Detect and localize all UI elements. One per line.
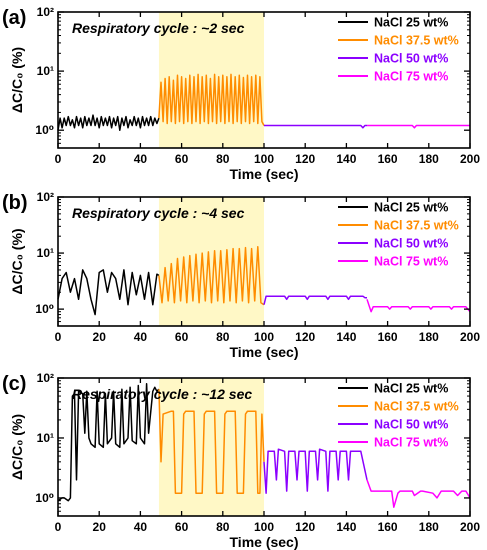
x-tick-label: 0 xyxy=(55,520,62,534)
legend-entry: NaCl 50 wt% xyxy=(374,52,448,66)
x-tick-label: 80 xyxy=(216,152,230,166)
x-tick-label: 80 xyxy=(216,330,230,344)
legend-entry: NaCl 50 wt% xyxy=(374,237,448,251)
panel-label: (a) xyxy=(2,7,26,29)
x-tick-label: 60 xyxy=(175,330,189,344)
series-line-1 xyxy=(57,269,160,316)
x-tick-label: 40 xyxy=(134,152,148,166)
highlight-region xyxy=(158,12,264,148)
x-tick-label: 80 xyxy=(216,520,230,534)
legend-entry: NaCl 75 wt% xyxy=(374,436,448,450)
legend-entry: NaCl 25 wt% xyxy=(374,16,448,30)
series-line-4 xyxy=(366,299,471,313)
x-axis-label: Time (sec) xyxy=(230,534,299,550)
x-tick-label: 180 xyxy=(419,520,439,534)
series-line-2 xyxy=(158,389,265,494)
y-tick-label: 10¹ xyxy=(37,431,54,445)
x-tick-label: 60 xyxy=(175,152,189,166)
x-tick-label: 140 xyxy=(336,520,356,534)
x-tick-label: 140 xyxy=(336,330,356,344)
x-tick-label: 100 xyxy=(254,520,274,534)
respiratory-cycle-annotation: Respiratory cycle : ~4 sec xyxy=(72,205,245,221)
series-line-4 xyxy=(366,479,471,508)
x-tick-label: 160 xyxy=(378,520,398,534)
y-tick-label: 10² xyxy=(37,190,54,204)
x-tick-label: 120 xyxy=(295,520,315,534)
y-tick-label: 10² xyxy=(37,371,54,385)
series-line-1 xyxy=(57,383,160,502)
legend-entry: NaCl 75 wt% xyxy=(374,255,448,269)
x-tick-label: 200 xyxy=(460,152,480,166)
x-tick-label: 120 xyxy=(295,152,315,166)
y-axis-label: ΔC/C₀ (%) xyxy=(9,228,25,294)
panel-label: (c) xyxy=(2,373,26,395)
legend: NaCl 25 wt% NaCl 37.5 wt% NaCl 50 wt% NaCl … xyxy=(338,382,459,450)
y-tick-label: 10⁰ xyxy=(35,302,54,316)
series-line-2 xyxy=(158,245,265,306)
x-tick-label: 120 xyxy=(295,330,315,344)
chart-panel-1: 0 20 40 60 80 100 120 140 160 180 200 10⁰ 10¹ 10² Time… xyxy=(2,5,480,182)
legend-entry: NaCl 25 wt% xyxy=(374,382,448,396)
x-tick-label: 20 xyxy=(93,330,107,344)
respiratory-cycle-annotation: Respiratory cycle : ~12 sec xyxy=(72,386,252,402)
legend-entry: NaCl 25 wt% xyxy=(374,201,448,215)
legend-entry: NaCl 50 wt% xyxy=(374,418,448,432)
x-tick-label: 100 xyxy=(254,330,274,344)
x-tick-label: 40 xyxy=(134,520,148,534)
x-tick-label: 200 xyxy=(460,330,480,344)
chart-panel-2: 0 20 40 60 80 100 120 140 160 180 200 10⁰ 10¹ 10² Time… xyxy=(2,190,480,360)
x-tick-label: 20 xyxy=(93,520,107,534)
y-tick-label: 10⁰ xyxy=(35,491,54,505)
x-axis-label: Time (sec) xyxy=(230,344,299,360)
series-line-2 xyxy=(158,73,265,126)
legend: NaCl 25 wt% NaCl 37.5 wt% NaCl 50 wt% NaCl … xyxy=(338,201,459,269)
chart-panel-3: 0 20 40 60 80 100 120 140 160 180 200 10⁰ 10¹ 10² Time… xyxy=(2,371,480,550)
series-line-3 xyxy=(264,124,367,129)
x-tick-label: 200 xyxy=(460,520,480,534)
series-line-3 xyxy=(263,448,368,494)
x-tick-label: 160 xyxy=(378,330,398,344)
panel-label: (b) xyxy=(2,192,28,214)
y-axis-label: ΔC/C₀ (%) xyxy=(9,414,25,480)
legend-entry: NaCl 75 wt% xyxy=(374,70,448,84)
y-tick-label: 10⁰ xyxy=(35,123,54,137)
x-tick-label: 0 xyxy=(55,330,62,344)
x-tick-label: 100 xyxy=(254,152,274,166)
series-line-3 xyxy=(263,295,367,305)
x-tick-label: 160 xyxy=(378,152,398,166)
y-axis-label: ΔC/C₀ (%) xyxy=(9,47,25,113)
legend: NaCl 25 wt% NaCl 37.5 wt% NaCl 50 wt% NaCl … xyxy=(338,16,459,84)
x-tick-label: 20 xyxy=(93,152,107,166)
legend-entry: NaCl 37.5 wt% xyxy=(374,400,459,414)
x-tick-label: 0 xyxy=(55,152,62,166)
y-tick-label: 10² xyxy=(37,5,54,19)
x-tick-label: 140 xyxy=(336,152,356,166)
legend-entry: NaCl 37.5 wt% xyxy=(374,219,459,233)
x-axis-label: Time (sec) xyxy=(230,166,299,182)
y-tick-label: 10¹ xyxy=(37,64,54,78)
x-tick-label: 180 xyxy=(419,330,439,344)
legend-entry: NaCl 37.5 wt% xyxy=(374,34,459,48)
x-tick-label: 60 xyxy=(175,520,189,534)
series-line-1 xyxy=(57,114,160,131)
x-tick-label: 180 xyxy=(419,152,439,166)
y-tick-label: 10¹ xyxy=(37,246,54,260)
series-line-4 xyxy=(367,124,470,129)
respiratory-cycle-annotation: Respiratory cycle : ~2 sec xyxy=(72,20,245,36)
x-tick-label: 40 xyxy=(134,330,148,344)
